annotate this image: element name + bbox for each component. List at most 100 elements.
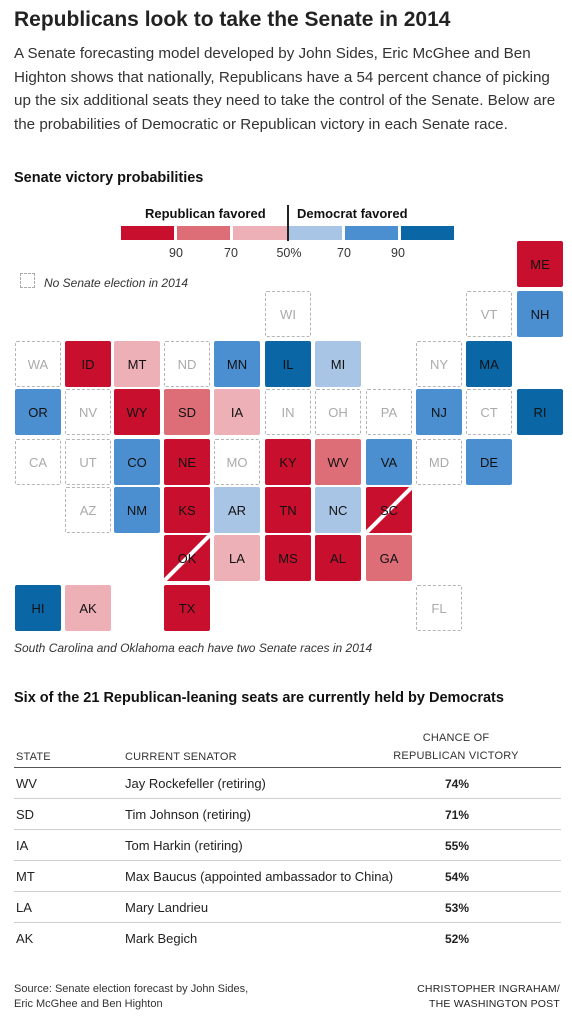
state-abbr: MD (428, 454, 450, 470)
state-tile-ia: IA (214, 389, 260, 435)
cell-state: LA (16, 900, 32, 915)
state-abbr: NH (530, 306, 550, 322)
two-races-divider-icon (366, 487, 412, 533)
credit-line-1: CHRISTOPHER INGRAHAM/ (417, 983, 560, 995)
state-tile-ar: AR (214, 487, 260, 533)
state-tile-wi: WI (265, 291, 311, 337)
state-abbr: RI (533, 404, 547, 420)
legend-tick-r70: 70 (224, 246, 238, 260)
state-abbr: UT (79, 454, 97, 470)
state-tile-vt: VT (466, 291, 512, 337)
state-abbr: SD (177, 404, 197, 420)
legend-swatch-r70 (177, 226, 230, 240)
state-abbr: AR (227, 502, 247, 518)
row-divider (14, 798, 561, 799)
state-tile-va: VA (366, 439, 412, 485)
state-tile-ca: CA (15, 439, 61, 485)
state-abbr: KS (178, 502, 196, 518)
legend-swatch-r50 (233, 226, 287, 240)
state-abbr: WY (126, 404, 148, 420)
column-header-senator: CURRENT SENATOR (125, 751, 237, 763)
state-tile-oh: OH (315, 389, 361, 435)
legend-swatch-d50 (289, 226, 342, 240)
state-tile-la: LA (214, 535, 260, 581)
map-footnote: South Carolina and Oklahoma each have tw… (14, 641, 373, 655)
state-abbr: GA (379, 550, 399, 566)
state-tile-nv: NV (65, 389, 111, 435)
headline: Republicans look to take the Senate in 2… (14, 8, 451, 31)
legend-democrat-label: Democrat favored (297, 206, 408, 221)
state-abbr: TX (178, 600, 196, 616)
state-abbr: WV (327, 454, 349, 470)
state-tile-sd: SD (164, 389, 210, 435)
state-tile-wa: WA (15, 341, 61, 387)
row-divider (14, 922, 561, 923)
state-abbr: MI (330, 356, 346, 372)
state-tile-nm: NM (114, 487, 160, 533)
state-abbr: PA (380, 404, 398, 420)
state-tile-il: IL (265, 341, 311, 387)
state-abbr: MO (226, 454, 248, 470)
state-abbr: IN (281, 404, 295, 420)
cell-senator: Jay Rockefeller (retiring) (125, 776, 266, 791)
state-abbr: OH (328, 404, 348, 420)
map-section-title: Senate victory probabilities (14, 170, 204, 186)
state-tile-ga: GA (366, 535, 412, 581)
cell-senator: Mark Begich (125, 931, 198, 946)
cell-chance: 74% (444, 777, 470, 791)
state-tile-nd: ND (164, 341, 210, 387)
state-abbr: TN (279, 502, 297, 518)
state-tile-tn: TN (265, 487, 311, 533)
state-tile-az: AZ (65, 487, 111, 533)
no-election-key-label: No Senate election in 2014 (44, 276, 189, 290)
state-abbr: NC (328, 502, 348, 518)
state-abbr: MN (226, 356, 248, 372)
source-line-2: Eric McGhee and Ben Highton (14, 997, 163, 1010)
state-tile-id: ID (65, 341, 111, 387)
legend-tick-d70: 70 (337, 246, 351, 260)
two-races-divider-icon (164, 535, 210, 581)
state-tile-or: OR (15, 389, 61, 435)
state-abbr: VT (480, 306, 498, 322)
state-abbr: SC (379, 502, 399, 518)
legend-swatch-d70 (345, 226, 398, 240)
state-tile-co: CO (114, 439, 160, 485)
state-tile-ne: NE (164, 439, 210, 485)
state-tile-me: ME (517, 241, 563, 287)
state-abbr: AZ (79, 502, 97, 518)
cell-senator: Mary Landrieu (125, 900, 209, 915)
state-abbr: ND (177, 356, 197, 372)
state-tile-ks: KS (164, 487, 210, 533)
state-abbr: AK (79, 600, 97, 616)
cell-state: IA (16, 838, 29, 853)
state-tile-sc: SC (366, 487, 412, 533)
state-tile-ct: CT (466, 389, 512, 435)
state-tile-tx: TX (164, 585, 210, 631)
credit-line-2: THE WASHINGTON POST (429, 997, 560, 1010)
state-abbr: VA (380, 454, 398, 470)
state-abbr: WA (27, 356, 49, 372)
state-tile-hi: HI (15, 585, 61, 631)
state-tile-mt: MT (114, 341, 160, 387)
state-abbr: NY (429, 356, 449, 372)
cell-chance: 52% (444, 932, 470, 946)
state-abbr: NM (126, 502, 148, 518)
state-abbr: WI (280, 306, 296, 322)
state-tile-nh: NH (517, 291, 563, 337)
state-abbr: IA (230, 404, 244, 420)
cell-state: AK (16, 931, 34, 946)
state-abbr: CO (127, 454, 147, 470)
table-section-title: Six of the 21 Republican-leaning seats a… (14, 690, 504, 706)
state-tile-de: DE (466, 439, 512, 485)
legend-tick-r90: 90 (169, 246, 183, 260)
cell-senator: Tom Harkin (retiring) (125, 838, 243, 853)
cell-chance: 53% (444, 901, 470, 915)
state-abbr: ME (530, 256, 550, 272)
state-abbr: NV (78, 404, 98, 420)
row-divider (14, 829, 561, 830)
state-abbr: MT (127, 356, 147, 372)
cell-senator: Max Baucus (appointed ambassador to Chin… (125, 869, 394, 884)
state-abbr: CA (28, 454, 48, 470)
legend-tick-d90: 90 (391, 246, 405, 260)
column-header-chance-line1: CHANCE OF (422, 732, 490, 744)
